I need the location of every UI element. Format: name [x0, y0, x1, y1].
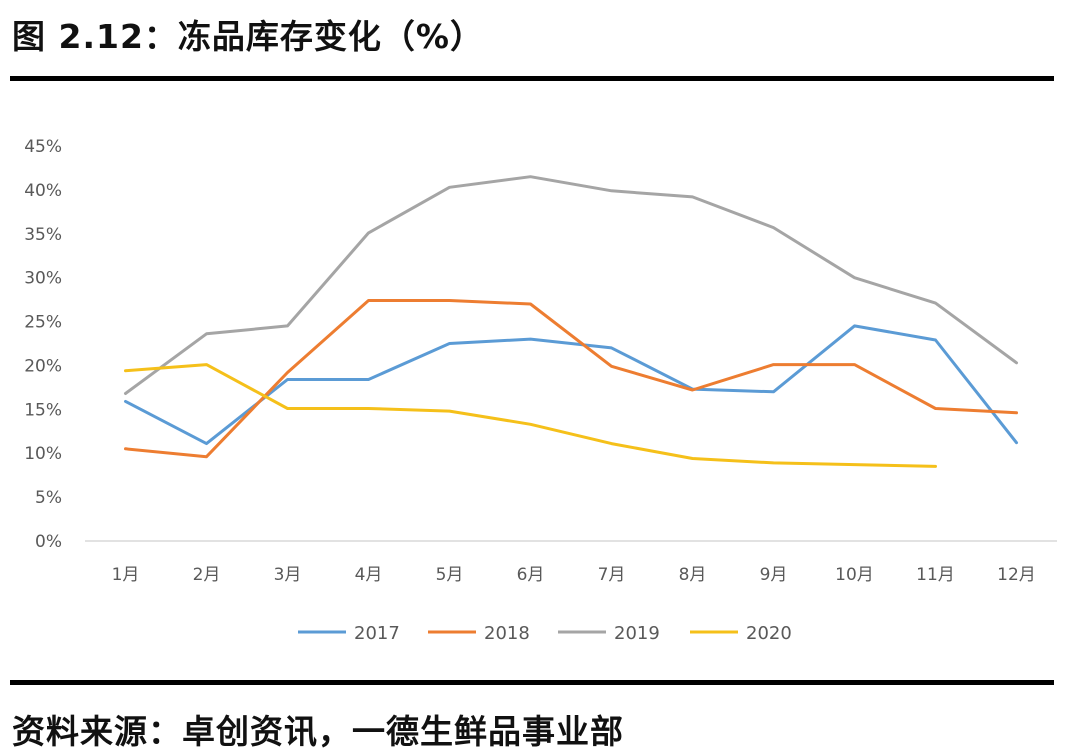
y-tick-label: 35%: [24, 225, 62, 245]
series-line-2017: [124, 324, 1018, 446]
legend-label: 2019: [614, 623, 660, 644]
x-axis: 1月 2月 3月 4月 5月 6月 7月 8月 9月 10月 11月 12月: [112, 565, 1036, 585]
x-tick-label: 9月: [760, 565, 788, 585]
legend: 2017 2018 2019 2020: [298, 623, 792, 644]
y-tick-label: 20%: [24, 356, 62, 376]
x-tick-label: 10月: [835, 565, 874, 585]
line-chart: 0% 5% 10% 15% 20% 25% 30% 35% 40% 45% 1月 2月 3月 4月 5月 6…: [24, 137, 1057, 644]
legend-label: 2017: [354, 623, 400, 644]
series-line-2018: [124, 299, 1018, 459]
x-tick-label: 8月: [679, 565, 707, 585]
y-tick-label: 30%: [24, 269, 62, 289]
x-tick-label: 7月: [598, 565, 626, 585]
x-tick-label: 12月: [997, 565, 1036, 585]
x-tick-label: 5月: [436, 565, 464, 585]
x-tick-label: 3月: [274, 565, 302, 585]
y-tick-label: 0%: [35, 532, 62, 552]
y-tick-label: 10%: [24, 444, 62, 464]
series-line-2020: [124, 363, 937, 468]
legend-label: 2020: [746, 623, 792, 644]
y-tick-label: 25%: [24, 313, 62, 333]
series-line-2019: [124, 175, 1018, 395]
y-tick-label: 15%: [24, 400, 62, 420]
x-tick-label: 4月: [355, 565, 383, 585]
x-tick-label: 1月: [112, 565, 140, 585]
y-axis: 0% 5% 10% 15% 20% 25% 30% 35% 40% 45%: [24, 137, 62, 552]
x-tick-label: 2月: [193, 565, 221, 585]
x-tick-label: 11月: [916, 565, 955, 585]
y-tick-label: 45%: [24, 137, 62, 157]
bottom-rule: [10, 680, 1054, 685]
top-rule: [10, 76, 1054, 81]
x-tick-label: 6月: [517, 565, 545, 585]
source-note: 资料来源：卓创资讯，一德生鲜品事业部: [12, 712, 624, 751]
y-tick-label: 5%: [35, 488, 62, 508]
series-layer: [124, 175, 1018, 468]
legend-label: 2018: [484, 623, 530, 644]
y-tick-label: 40%: [24, 181, 62, 201]
page-title: 图 2.12：冻品库存变化（%）: [12, 17, 484, 56]
